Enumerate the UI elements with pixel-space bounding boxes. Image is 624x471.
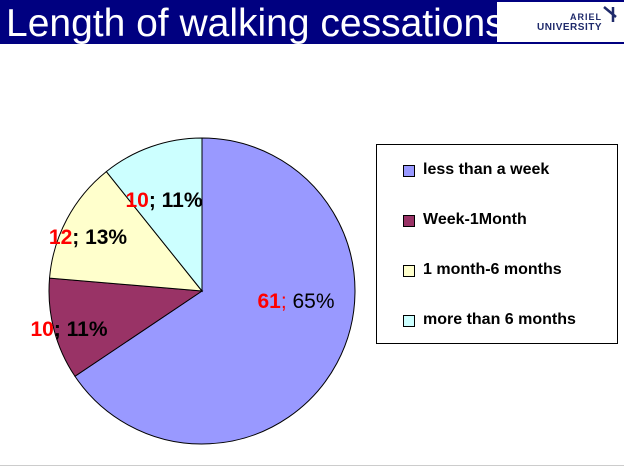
legend-label: less than a week — [423, 161, 550, 178]
pie-slice-more-than-6-months — [105, 137, 203, 293]
data-label-percent: 65% — [293, 290, 335, 313]
legend-label: 1 month-6 months — [423, 261, 562, 278]
university-logo: ARIEL UNIVERSITY — [497, 2, 624, 42]
legend-label: Week-1Month — [423, 211, 527, 228]
slide-title: Length of walking cessations — [6, 2, 505, 45]
legend-swatch — [403, 315, 415, 327]
data-label-value: 12 — [49, 226, 72, 249]
pie-slice-week-1month — [48, 277, 204, 377]
data-label-percent: 11% — [162, 189, 203, 212]
data-label: 12; 13% — [49, 226, 128, 249]
data-label-value: 10 — [30, 318, 53, 341]
logo-mark-icon — [603, 6, 617, 22]
data-label: 61; 65% — [257, 290, 334, 313]
bottom-divider — [0, 465, 624, 466]
data-label-percent: 13% — [85, 226, 127, 249]
data-label-value: 61 — [257, 290, 281, 313]
logo-line-1: ARIEL — [570, 12, 602, 22]
legend-swatch — [403, 265, 415, 277]
legend-label: more than 6 months — [423, 311, 576, 328]
logo-line-2: UNIVERSITY — [536, 22, 602, 33]
chart-legend: less than a week Week-1Month 1 month-6 m… — [376, 144, 618, 344]
data-label: 10; 11% — [125, 189, 202, 212]
pie-slice-less-than-a-week — [74, 137, 356, 445]
legend-swatch — [403, 215, 415, 227]
legend-swatch — [403, 165, 415, 177]
data-label-value: 10 — [125, 189, 148, 212]
data-label-percent: 11% — [67, 318, 108, 341]
data-label: 10; 11% — [30, 318, 107, 341]
pie-slice-1-month-6-months — [49, 170, 204, 292]
slide-header: Length of walking cessations ARIEL UNIVE… — [0, 0, 624, 45]
pie-chart: 61; 65% 10; 11% 12; 13% 10; 11% — [30, 137, 356, 445]
